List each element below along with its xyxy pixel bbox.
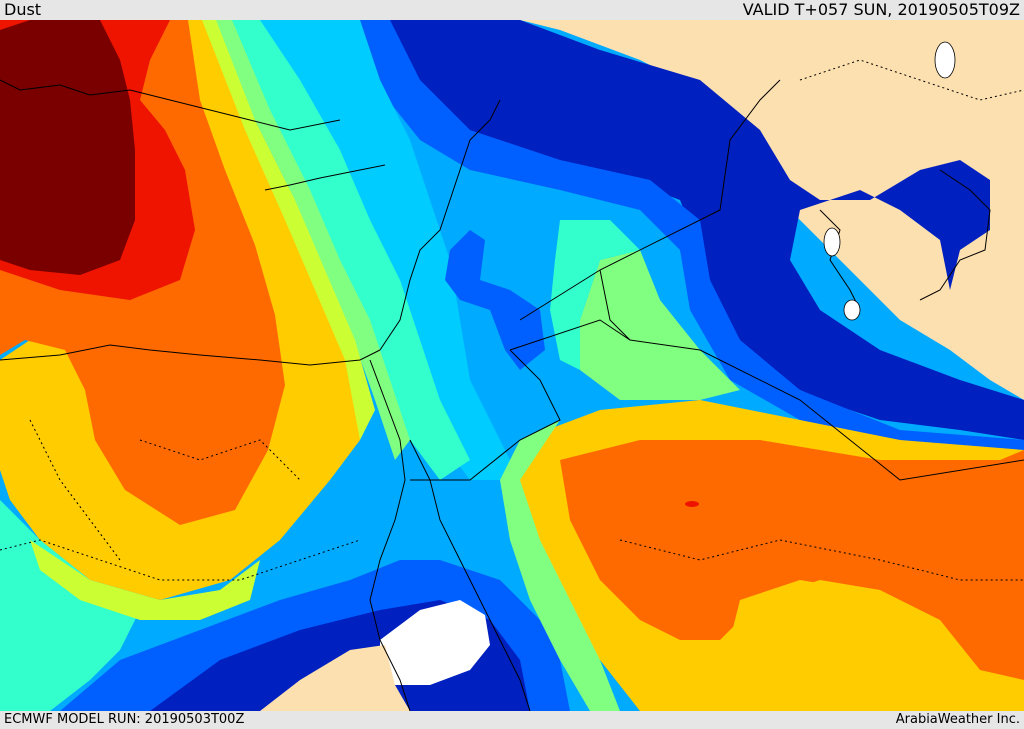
southeast-yellow-blob xyxy=(730,580,930,711)
north-arabia-aqua xyxy=(550,220,640,370)
navy-band-northeast xyxy=(380,20,1024,440)
field-title: Dust xyxy=(4,0,42,19)
border-arabia-interior xyxy=(619,539,1024,581)
maroon-core-west xyxy=(0,20,135,275)
border-iraq-west xyxy=(519,79,781,321)
credit: ArabiaWeather Inc. xyxy=(895,712,1020,727)
light-green-strip xyxy=(215,20,410,460)
valid-time: VALID T+057 SUN, 20190505T09Z xyxy=(742,0,1020,19)
red-sea-east-coast xyxy=(409,439,531,711)
lake-north xyxy=(934,41,956,79)
southeast-orange-region xyxy=(560,440,1024,680)
aquamarine-strip xyxy=(230,20,470,480)
no-data-patch xyxy=(380,600,490,685)
border-saudi-north xyxy=(509,319,1024,481)
levant-coast xyxy=(379,99,501,351)
model-run: ECMWF MODEL RUN: 20190503T00Z xyxy=(4,712,245,727)
southwest-lime-region xyxy=(30,540,260,620)
southeast-lightgreen-edge xyxy=(500,420,620,711)
map-canvas xyxy=(0,20,1024,711)
lake-urmia xyxy=(823,227,841,257)
border-saudi-jordan xyxy=(410,349,561,481)
coastlines xyxy=(0,79,991,711)
red-sea-west-coast xyxy=(369,359,411,711)
lake-van xyxy=(843,299,861,321)
dust-forecast-map xyxy=(0,20,1024,711)
header-bar xyxy=(0,0,1024,20)
internal-borders xyxy=(0,59,1024,581)
lakes xyxy=(823,41,956,321)
cyan-strip-west-coast xyxy=(260,20,520,480)
levant-blue-blob xyxy=(445,230,545,370)
border-iran-north xyxy=(799,59,1024,101)
country-borders xyxy=(410,79,1024,481)
north-arabia-green xyxy=(580,250,740,400)
border-jordan-iraq xyxy=(599,269,631,341)
red-hotspot xyxy=(685,501,699,507)
turkey-coast xyxy=(0,79,341,131)
footer-bar xyxy=(0,711,1024,729)
cyprus-outline xyxy=(264,164,386,191)
clear-area-northeast xyxy=(520,20,1024,400)
north-africa-coast xyxy=(0,344,381,366)
yellow-band-west xyxy=(0,20,360,600)
clear-area-southwest xyxy=(260,645,410,711)
border-egypt-sudan xyxy=(0,539,361,581)
egypt-governorates xyxy=(139,439,301,481)
caspian-outline xyxy=(819,209,861,311)
gulf-coast xyxy=(919,169,991,301)
blue-band-east xyxy=(360,20,1024,460)
